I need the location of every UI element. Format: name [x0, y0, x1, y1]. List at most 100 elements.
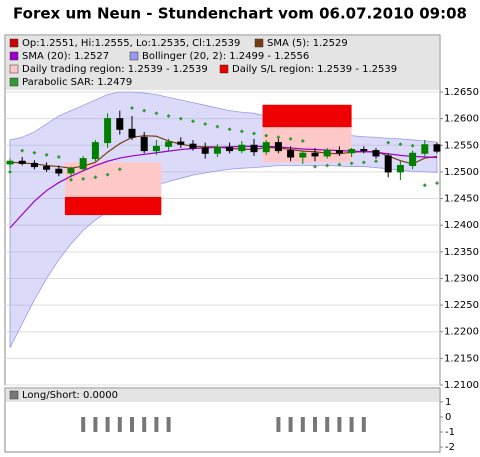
sar-dot	[130, 105, 134, 110]
candle-body	[274, 142, 282, 152]
long-short-bar	[361, 416, 366, 433]
chart-title: Forex um Neun - Stundenchart vom 06.07.2…	[13, 5, 467, 23]
sar-dot	[239, 129, 244, 134]
candle-body	[396, 165, 404, 173]
sar-dot	[435, 181, 439, 186]
sar-dot	[252, 131, 256, 136]
sar-dot	[386, 140, 391, 145]
y-tick-label: 1.2250	[444, 300, 479, 311]
legend-swatch	[9, 390, 19, 400]
candle-body	[189, 143, 197, 149]
y-tick-label: 1.2100	[444, 380, 479, 391]
y-tick-label: 1.2600	[444, 114, 479, 125]
y-tick-label: 1.2350	[444, 247, 479, 258]
sar-dot	[178, 116, 183, 121]
candle-body	[226, 146, 234, 152]
legend-label: SMA (5): 1.2529	[267, 38, 348, 49]
legend-label: Daily S/L region: 1.2539 - 1.2539	[232, 64, 397, 75]
sar-dot	[20, 148, 25, 153]
legend-swatch	[9, 77, 19, 87]
candle-body	[372, 150, 380, 157]
sl-region	[64, 196, 162, 216]
sar-dot	[191, 119, 195, 124]
sar-dot	[313, 164, 317, 169]
sar-dot	[410, 143, 415, 148]
long-short-bar	[105, 416, 110, 433]
candle-body	[360, 149, 368, 152]
legend-label: Parabolic SAR: 1.2479	[22, 77, 132, 88]
y-tick-label: 1.2400	[444, 220, 479, 231]
candle-body	[409, 152, 417, 167]
candle-body	[177, 141, 185, 145]
long-short-bar	[154, 416, 159, 433]
sar-dot	[422, 183, 427, 188]
sar-dot	[69, 177, 73, 182]
candle-body	[384, 155, 392, 173]
y-tick-label: 1.2650	[444, 87, 479, 98]
sar-dot	[215, 124, 220, 129]
candle-body	[201, 147, 209, 154]
sar-dot	[276, 135, 281, 140]
candle-body	[262, 142, 270, 153]
candle-body	[18, 160, 26, 164]
candle-body	[323, 150, 331, 157]
y-tick-label: 1.2550	[444, 140, 479, 151]
candle-body	[287, 150, 295, 158]
long-short-bar	[337, 416, 342, 433]
sar-dot	[227, 127, 232, 132]
candle-body	[55, 168, 63, 174]
sar-dot	[300, 139, 305, 144]
candle-body	[421, 144, 429, 154]
sar-dot	[93, 175, 98, 180]
legend-label: Op:1.2551, Hi:1.2555, Lo:1.2535, Cl:1.25…	[22, 38, 240, 49]
y-tick-label: 1.2200	[444, 327, 479, 338]
legend-label: Daily trading region: 1.2539 - 1.2539	[22, 64, 208, 75]
sma-line	[9, 145, 438, 229]
y-tick-label: 1.2500	[444, 167, 479, 178]
y-tick-label: 1.2150	[444, 353, 479, 364]
candle-body	[79, 158, 87, 170]
candle-body	[91, 142, 99, 160]
long-short-bar	[288, 416, 293, 433]
candle-body	[67, 168, 75, 174]
y-tick-label: 1.2300	[444, 273, 479, 284]
legend-swatch	[9, 64, 19, 74]
y-tick-label: 1	[445, 397, 451, 408]
candle-body	[116, 118, 124, 130]
candle-body	[299, 152, 307, 158]
legend-label: Long/Short: 0.0000	[22, 390, 118, 401]
legend-swatch	[219, 64, 229, 74]
sar-dot	[105, 172, 110, 177]
candle-body	[43, 166, 51, 170]
sar-dot	[166, 113, 171, 118]
long-short-bar	[117, 416, 122, 433]
long-short-bar	[313, 416, 317, 433]
long-short-bar	[276, 416, 281, 433]
sar-dot	[56, 154, 61, 159]
candle-body	[348, 149, 356, 154]
sar-dot	[288, 136, 293, 141]
legend-label: SMA (20): 1.2527	[22, 51, 109, 62]
sar-dot	[32, 150, 37, 155]
candle-body	[311, 152, 319, 157]
y-tick-label: 1.2450	[444, 194, 479, 205]
sar-dot	[325, 163, 330, 168]
long-short-bar	[81, 416, 86, 433]
candle-body	[128, 128, 136, 138]
sar-dot	[264, 133, 269, 138]
y-tick-label: -1	[445, 427, 455, 438]
sl-region	[262, 104, 352, 128]
long-short-bar	[166, 416, 171, 433]
long-short-bar	[325, 416, 330, 433]
legend-swatch	[9, 51, 19, 61]
sar-dot	[361, 160, 366, 165]
sar-dot	[8, 169, 12, 174]
y-tick-label: 0	[445, 412, 451, 423]
candle-body	[335, 150, 343, 154]
candle-body	[433, 144, 441, 152]
long-short-bar	[142, 416, 147, 433]
candle-body	[140, 136, 148, 152]
long-short-bar	[349, 416, 354, 433]
candle-body	[152, 145, 160, 152]
